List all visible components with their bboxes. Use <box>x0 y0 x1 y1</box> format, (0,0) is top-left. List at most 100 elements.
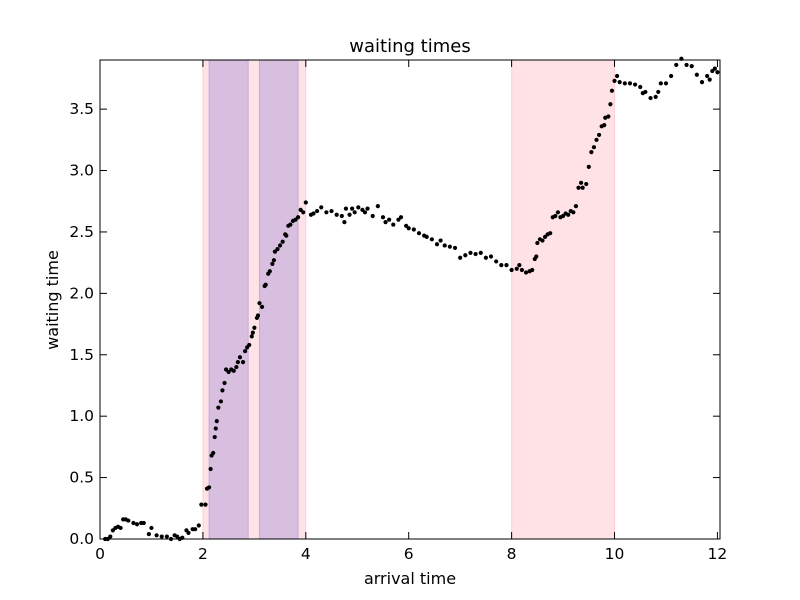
x-axis-label: arrival time <box>364 569 456 588</box>
data-point <box>275 247 280 252</box>
data-point <box>315 208 320 214</box>
data-point <box>689 64 694 69</box>
data-point <box>586 164 591 169</box>
y-tick-label: 3.5 <box>69 100 94 118</box>
data-point <box>534 254 539 259</box>
data-point <box>214 418 219 424</box>
data-point <box>612 78 617 83</box>
data-point <box>347 212 352 217</box>
data-point <box>473 251 478 257</box>
data-point <box>259 304 265 309</box>
data-point <box>339 213 344 219</box>
y-axis-label: waiting time <box>43 250 62 350</box>
data-point <box>658 81 663 86</box>
chart-title: waiting times <box>349 36 470 57</box>
data-point <box>370 213 375 219</box>
y-tick-label: 1.5 <box>69 346 94 364</box>
data-point <box>707 77 712 82</box>
data-point <box>222 380 227 386</box>
data-point <box>468 250 473 255</box>
data-point <box>203 502 208 507</box>
plot-frame <box>99 59 721 540</box>
data-point <box>576 185 581 190</box>
data-point <box>499 263 504 268</box>
data-point <box>240 360 246 365</box>
data-point <box>383 220 388 225</box>
data-point <box>280 239 285 244</box>
data-point <box>553 213 558 219</box>
data-point <box>463 253 468 258</box>
data-point <box>206 485 212 490</box>
data-point <box>458 255 463 260</box>
y-tick-label: 1.0 <box>69 407 94 425</box>
x-tick-label: 10 <box>605 545 625 563</box>
data-point <box>571 210 576 215</box>
data-point <box>434 242 440 247</box>
data-point <box>350 206 355 211</box>
data-point <box>154 533 159 538</box>
y-tick-label: 2.5 <box>69 223 94 241</box>
data-point <box>617 80 622 85</box>
data-point <box>712 66 717 71</box>
data-point <box>602 122 607 128</box>
data-point <box>416 231 422 236</box>
data-point <box>429 237 434 242</box>
data-point <box>452 245 458 251</box>
data-point <box>483 255 488 260</box>
data-point <box>424 234 429 239</box>
data-point <box>211 450 216 456</box>
data-point <box>311 211 316 216</box>
shaded-region-4 <box>259 59 299 540</box>
data-point <box>288 222 293 227</box>
data-point <box>131 520 136 526</box>
data-point <box>494 259 499 264</box>
x-tick-label: 6 <box>404 545 414 563</box>
data-point <box>380 215 386 220</box>
data-point <box>669 73 674 79</box>
data-point <box>375 204 380 209</box>
data-point <box>398 215 404 220</box>
data-point <box>247 342 252 348</box>
data-point <box>365 206 370 211</box>
data-point <box>591 145 597 150</box>
data-point <box>648 95 653 101</box>
x-tick-label: 2 <box>198 545 208 563</box>
data-point <box>594 137 599 142</box>
data-point <box>406 226 411 231</box>
data-point <box>329 208 334 214</box>
data-point <box>580 185 585 190</box>
data-point <box>231 368 236 373</box>
data-point <box>438 238 443 243</box>
data-point <box>535 240 540 246</box>
data-point <box>606 114 611 119</box>
data-point <box>218 399 224 404</box>
data-point <box>250 330 255 335</box>
y-axis-ticks: 0.0 0.5 1.0 1.5 2.0 2.5 3.0 3.5 <box>69 100 720 548</box>
data-point <box>334 212 339 217</box>
y-tick-label: 2.0 <box>69 284 94 302</box>
data-point <box>126 518 131 523</box>
data-point <box>517 263 522 268</box>
data-point <box>252 325 257 330</box>
x-tick-label: 8 <box>507 545 517 563</box>
data-point <box>514 266 519 271</box>
data-point <box>343 206 349 211</box>
data-point <box>674 62 679 68</box>
data-point <box>653 94 658 99</box>
data-point <box>352 210 357 215</box>
data-point <box>324 210 329 215</box>
data-point <box>633 82 638 87</box>
data-point <box>118 525 123 531</box>
data-point <box>504 263 509 268</box>
data-point <box>159 534 164 539</box>
shaded-region-3 <box>208 59 249 540</box>
data-points <box>103 56 720 542</box>
data-point <box>208 466 213 472</box>
data-point <box>589 150 594 155</box>
data-point <box>684 62 689 68</box>
data-point <box>284 233 289 238</box>
data-point <box>141 520 146 526</box>
data-point <box>411 227 416 232</box>
